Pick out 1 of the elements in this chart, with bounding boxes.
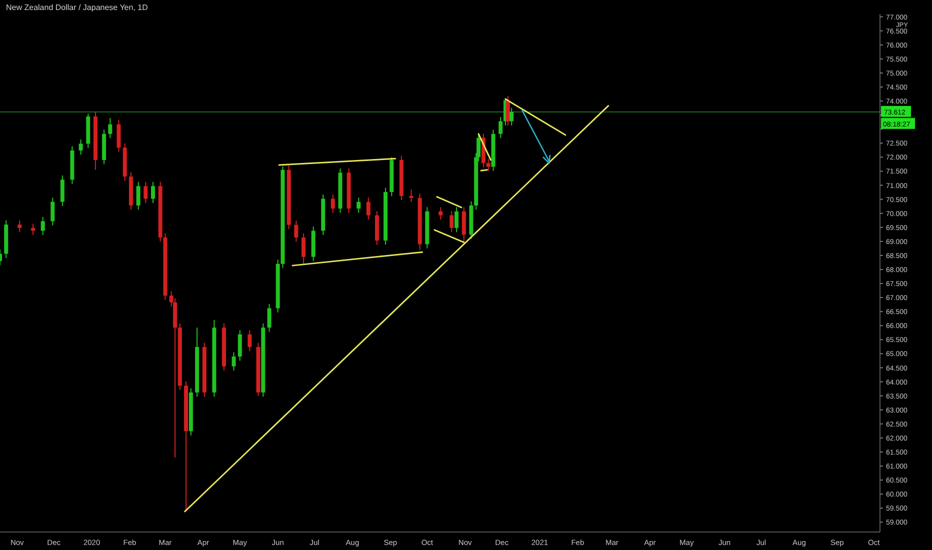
chart-title: New Zealand Dollar / Japanese Yen, 1D [6,3,148,12]
